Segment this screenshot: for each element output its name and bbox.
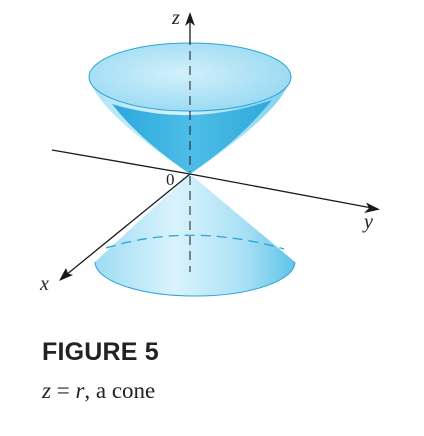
y-axis-label: y	[362, 211, 373, 233]
cone-figure: z y x 0	[39, 7, 380, 297]
lower-rim-front	[94, 261, 296, 297]
caption-equals: =	[50, 378, 76, 403]
upper-nappe	[88, 42, 292, 174]
x-axis	[65, 173, 191, 276]
lower-nappe-surface	[95, 174, 295, 296]
x-axis-back	[51, 149, 191, 175]
lower-rim-back-dashed	[105, 234, 285, 250]
z-axis-label: z	[171, 7, 180, 29]
x-axis-arrowhead	[59, 268, 73, 281]
x-axis-label: x	[39, 273, 49, 295]
caption-var-z: z	[42, 378, 51, 403]
lower-nappe	[94, 174, 296, 297]
caption-rest: , a cone	[84, 378, 156, 403]
y-axis	[189, 173, 373, 209]
y-axis-arrowhead	[364, 202, 380, 213]
caption-var-r: r	[75, 378, 85, 403]
upper-nappe-inner	[112, 100, 272, 174]
figure-title: FIGURE 5	[42, 338, 159, 366]
origin-label: 0	[166, 170, 175, 189]
figure-caption: z = r, a cone	[42, 378, 155, 404]
z-axis-arrowhead	[185, 12, 195, 26]
